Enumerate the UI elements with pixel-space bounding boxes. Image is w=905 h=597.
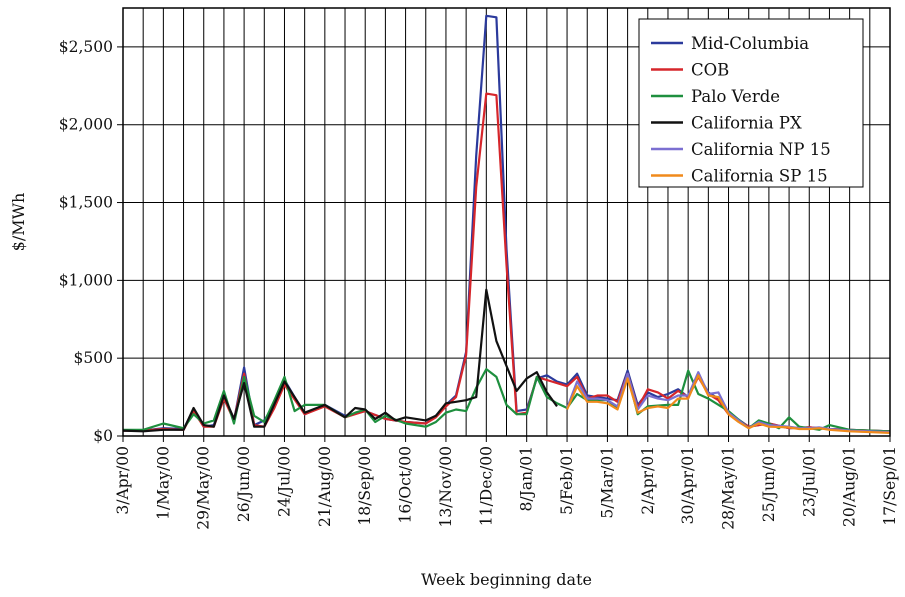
legend-label-california-sp-15: California SP 15 [691,167,828,186]
plot-frame [122,7,891,437]
vertical-gridlines [142,8,871,436]
y-axis-ticks: $0 $500 $1,000 $1,500 $2,000 $2,500 [59,38,123,445]
x-tick-label: 24/Jul/00 [275,446,293,517]
x-tick-label: 18/Sep/00 [356,446,374,526]
x-tick-label: 23/Jul/01 [800,446,818,517]
legend: Mid-Columbia COB Palo Verde California PX Ca… [638,18,864,188]
x-tick-label: 21/Aug/00 [316,446,334,527]
legend-label-palo-verde: Palo Verde [691,87,780,106]
x-tick-label: 8/Jan/01 [518,446,536,511]
x-tick-label: 2/Apr/01 [639,446,657,515]
x-tick-label: 13/Nov/00 [437,446,455,528]
legend-label-cob: COB [691,61,729,80]
x-tick-label: 28/May/01 [720,446,738,530]
y-tick-label: $2,000 [59,116,113,134]
x-tick-label: 30/Apr/01 [679,446,697,524]
x-tick-label: 3/Apr/00 [114,446,132,515]
legend-box [638,18,864,188]
y-tick-label: $1,500 [59,194,113,212]
x-tick-label: 29/May/00 [195,446,213,530]
legend-label-california-px: California PX [691,114,802,133]
x-tick-label: 5/Mar/01 [598,446,616,519]
x-tick-label: 5/Feb/01 [558,446,576,515]
y-tick-label: $0 [93,427,113,445]
x-tick-label: 17/Sep/01 [881,446,899,526]
x-tick-label: 16/Oct/00 [397,446,415,524]
x-tick-label: 25/Jun/01 [760,446,778,522]
y-axis-title: $/MWh [9,193,28,252]
y-tick-label: $500 [74,349,113,367]
legend-label-california-np-15: California NP 15 [691,140,831,159]
y-tick-label: $2,500 [59,38,113,56]
x-tick-label: 20/Aug/01 [841,446,859,527]
series-line-california-sp-15 [566,374,891,434]
series-lines [122,14,891,434]
x-axis-title: Week beginning date [421,570,592,589]
x-tick-label: 1/May/00 [154,446,172,520]
x-tick-label: 11/Dec/00 [477,446,495,526]
x-tick-label: 26/Jun/00 [235,446,253,522]
x-axis-ticks: 3/Apr/00 1/May/00 29/May/00 26/Jun/00 24/Jul… [114,436,899,530]
legend-label-mid-columbia: Mid-Columbia [691,34,809,53]
series-line-california-px [122,288,558,433]
y-tick-label: $1,000 [59,271,113,289]
